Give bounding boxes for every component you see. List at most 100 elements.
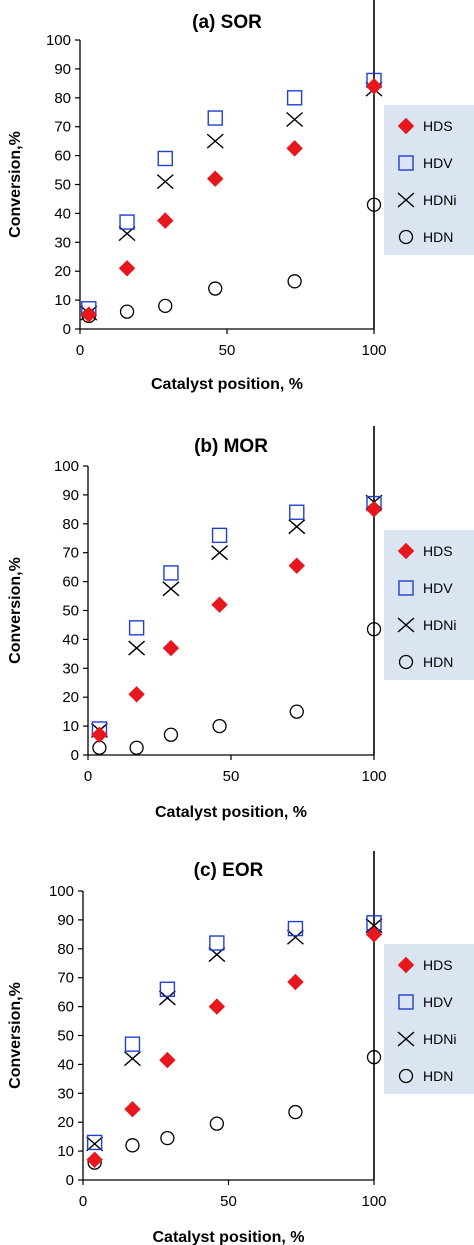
chart-3-hdn-point bbox=[125, 1138, 140, 1153]
chart-2-legend-hds-label: HDS bbox=[423, 543, 453, 559]
chart-3-legend-hdni-label: HDNi bbox=[423, 1031, 456, 1047]
chart-3-hds-point bbox=[124, 1100, 141, 1118]
chart-1-hds-point bbox=[118, 260, 136, 277]
chart-2-legend-hdn-label: HDN bbox=[423, 654, 453, 670]
chart-2-y-tick-label: 80 bbox=[62, 516, 79, 533]
chart-3-y-tick-label: 40 bbox=[57, 1056, 74, 1073]
chart-2-y-tick-label: 100 bbox=[54, 458, 79, 475]
chart-2-legend-hdv-label: HDV bbox=[423, 580, 453, 596]
chart-1-hdv-point bbox=[119, 214, 135, 230]
chart-2-hdni-point bbox=[288, 519, 306, 535]
chart-2-hdni-point-stroke-b bbox=[211, 545, 229, 561]
chart-1-y-tick-label: 0 bbox=[63, 321, 71, 338]
chart-2-y-tick-label: 0 bbox=[71, 747, 79, 764]
chart-3-legend-hdn-label: HDN bbox=[423, 1068, 453, 1084]
chart-1-hdni-point-stroke-b bbox=[156, 174, 174, 190]
chart-3-hdv-point bbox=[209, 935, 225, 951]
chart-3-legend-hdv-marker bbox=[398, 994, 414, 1010]
chart-2-hdni-point-stroke-b bbox=[128, 640, 146, 656]
chart-2-hdv-point bbox=[211, 527, 228, 544]
chart-1-legend-hds-marker bbox=[397, 117, 415, 135]
chart-2-title: (b) MOR bbox=[194, 436, 268, 457]
chart-2-legend: HDS HDV HDNi HDN bbox=[384, 530, 474, 680]
chart-1-hdn-point bbox=[287, 274, 302, 289]
chart-3-legend-hdn-marker bbox=[398, 1068, 414, 1084]
chart-2-legend-hdn-marker bbox=[398, 654, 414, 670]
chart-3-legend: HDS HDV HDNi HDN bbox=[384, 944, 474, 1094]
chart-3-hdv-point bbox=[287, 920, 304, 937]
chart-3-y-tick-label: 0 bbox=[66, 1172, 74, 1189]
chart-3-legend-hds-label: HDS bbox=[423, 957, 453, 973]
chart-2-hdn-point bbox=[289, 704, 304, 719]
chart-1-hdni-point bbox=[206, 133, 224, 149]
chart-2-legend-hdni-label: HDNi bbox=[423, 617, 456, 633]
chart-1-y-tick-label: 20 bbox=[54, 263, 71, 280]
chart-1-hdn-point bbox=[119, 304, 135, 319]
chart-2-y-tick-label: 70 bbox=[62, 545, 79, 562]
chart-1-y-tick-label: 100 bbox=[46, 32, 71, 49]
chart-2-legend-hdni-marker-stroke-b bbox=[397, 617, 415, 633]
chart-1-y-axis-title: Conversion,% bbox=[7, 131, 24, 238]
chart-1-hdn-point bbox=[208, 281, 223, 296]
chart-2-hdn-point bbox=[129, 740, 144, 755]
chart-2-hdn-point bbox=[92, 740, 107, 755]
chart-1-legend-hdv-marker bbox=[398, 155, 414, 171]
chart-1-legend-hdni-marker bbox=[397, 192, 415, 208]
chart-3-hdv-point bbox=[124, 1036, 141, 1052]
chart-3-y-tick-label: 90 bbox=[57, 912, 74, 929]
chart-1-hds-point bbox=[207, 170, 224, 187]
chart-2-legend-hdni-marker bbox=[397, 617, 415, 633]
chart-1-hdn-point bbox=[366, 197, 382, 212]
chart-1-hdni-point bbox=[156, 174, 174, 190]
chart-1-legend-hdni-marker-stroke-b bbox=[397, 192, 415, 208]
chart-1-hdn-point bbox=[158, 298, 173, 314]
chart-1-hds-point bbox=[80, 306, 98, 323]
chart-2-hdv-point bbox=[128, 620, 145, 636]
chart-1-y-tick-label: 40 bbox=[54, 205, 71, 222]
chart-2-y-tick-label: 40 bbox=[62, 631, 79, 648]
chart-3-y-tick-label: 80 bbox=[57, 941, 74, 958]
chart-1-legend-box bbox=[384, 105, 474, 255]
chart-2-hds-point bbox=[162, 639, 180, 657]
chart-1-y-tick-label: 80 bbox=[54, 90, 71, 107]
chart-3-hdni-point-stroke-b bbox=[158, 990, 176, 1006]
chart-3-hdni-point bbox=[124, 1051, 141, 1067]
chart-3-hdni-point-stroke-b bbox=[286, 929, 304, 945]
chart-1-y-tick-label: 90 bbox=[54, 61, 71, 78]
chart-2-y-tick-label: 50 bbox=[62, 603, 79, 620]
chart-3-y-tick-label: 50 bbox=[57, 1028, 74, 1045]
chart-3-hdni-point-stroke-b bbox=[86, 1136, 104, 1152]
chart-2-legend-box bbox=[384, 530, 474, 680]
chart-1-hds-point bbox=[157, 212, 174, 229]
chart-3-y-tick-label: 20 bbox=[57, 1114, 74, 1131]
chart-1-y-tick-label: 10 bbox=[54, 292, 71, 309]
chart-2-hdn-point bbox=[366, 622, 382, 637]
chart-2-hdni-point bbox=[162, 581, 180, 597]
chart-3-x-axis-title: Catalyst position, % bbox=[152, 1229, 304, 1245]
chart-2-hds-point bbox=[288, 557, 305, 574]
chart-3-legend-hdni-marker-stroke-b bbox=[397, 1031, 415, 1047]
chart-3-hdn-point bbox=[209, 1116, 225, 1131]
chart-3-legend-hdni-marker bbox=[397, 1031, 415, 1047]
chart-3-x-tick-label: 50 bbox=[220, 1193, 237, 1210]
chart-2-x-tick-label: 100 bbox=[361, 768, 386, 785]
chart-3-y-tick-label: 70 bbox=[57, 970, 74, 987]
chart-3-y-tick-label: 30 bbox=[57, 1085, 74, 1102]
chart-1-x-tick-label: 100 bbox=[361, 342, 386, 359]
chart-2-hds-point bbox=[211, 596, 228, 613]
chart-3-hds-point bbox=[208, 998, 226, 1015]
chart-3-y-tick-label: 10 bbox=[57, 1143, 74, 1160]
chart-1-legend: HDS HDV HDNi HDN bbox=[384, 105, 474, 255]
chart-2-y-tick-label: 10 bbox=[62, 718, 79, 735]
chart-3-x-tick-label: 0 bbox=[79, 1193, 87, 1210]
chart-3-legend-hdv-label: HDV bbox=[423, 994, 453, 1010]
chart-3-hdni-point bbox=[86, 1136, 104, 1152]
chart-3-hdv-point bbox=[86, 1134, 103, 1151]
chart-3-hdv-point bbox=[159, 981, 176, 997]
chart-2-y-tick-label: 90 bbox=[62, 487, 79, 504]
chart-1-x-tick-label: 50 bbox=[219, 342, 236, 359]
chart-3-hds-point bbox=[365, 926, 383, 943]
chart-2-x-axis-title: Catalyst position, % bbox=[155, 804, 307, 821]
chart-2-hds-point bbox=[128, 686, 145, 703]
